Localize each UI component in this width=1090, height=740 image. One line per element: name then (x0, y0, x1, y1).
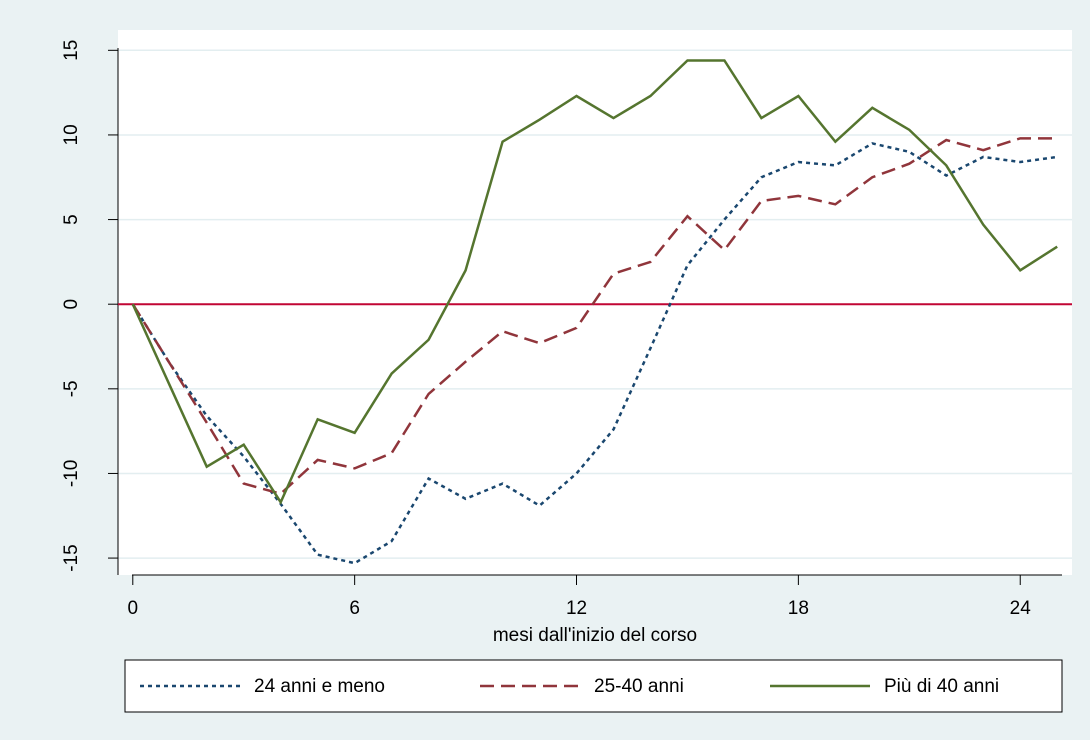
legend-label: 25-40 anni (594, 676, 684, 697)
x-tick-label: 24 (1010, 598, 1032, 619)
legend (124, 659, 1063, 713)
y-tick-label: 0 (61, 299, 82, 310)
x-axis-label: mesi dall'inizio del corso (493, 625, 697, 646)
legend-label: Più di 40 anni (884, 676, 999, 697)
y-tick-label: -10 (61, 460, 82, 487)
x-tick-label: 12 (566, 598, 587, 619)
x-tick-label: 6 (349, 598, 360, 619)
y-tick-label: 5 (61, 214, 82, 225)
x-tick-label: 18 (788, 598, 809, 619)
y-tick-label: 15 (61, 40, 82, 61)
series-line (131, 59, 1058, 505)
x-tick-label: 0 (128, 598, 139, 619)
y-tick-label: -5 (61, 380, 82, 397)
y-tick-label: -15 (61, 544, 82, 571)
y-tick-label: 10 (61, 124, 82, 145)
series-line (131, 142, 1058, 565)
legend-label: 24 anni e meno (254, 676, 385, 697)
